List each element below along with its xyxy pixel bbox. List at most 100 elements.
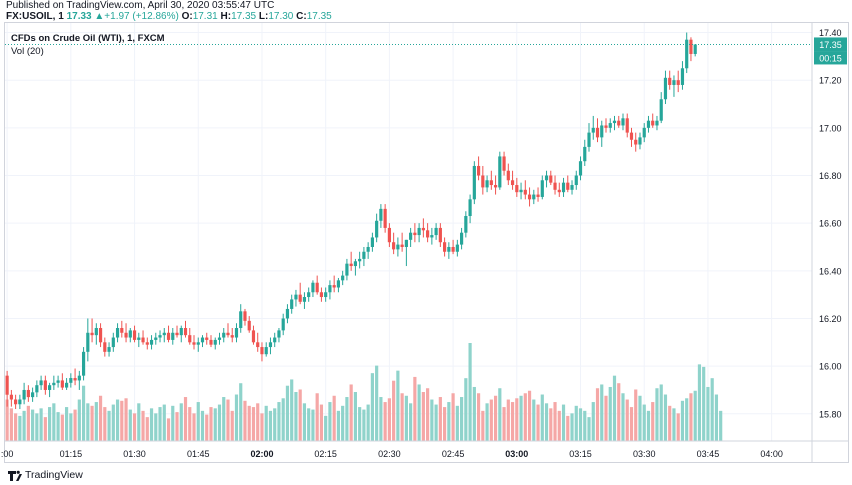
low-value: 17.30: [268, 11, 294, 22]
volume-bar: [31, 409, 35, 441]
high-value: 17.35: [231, 11, 257, 22]
candle-body: [336, 280, 341, 288]
candle-body: [366, 246, 370, 252]
candle-body: [693, 44, 697, 54]
candle-body: [481, 175, 485, 188]
volume-bar: [400, 393, 404, 441]
volume-bar: [634, 389, 638, 441]
x-tick-label: 01:45: [187, 449, 210, 459]
candle-body: [646, 120, 651, 128]
volume-bar: [179, 403, 183, 441]
candle-body: [52, 382, 56, 386]
candle-body: [268, 342, 273, 348]
candle-body: [375, 220, 379, 238]
volume-bar: [14, 413, 18, 441]
volume-bar: [617, 383, 621, 441]
volume-bar: [659, 384, 663, 441]
volume-bar: [81, 385, 86, 441]
candle-body: [447, 246, 451, 252]
volume-bar: [655, 388, 659, 441]
volume-bar: [247, 405, 251, 441]
volume-bar: [128, 409, 132, 441]
candle-body: [328, 285, 332, 293]
candle-body: [175, 332, 179, 336]
candle-body: [527, 194, 532, 200]
symbol-label[interactable]: FX:USOIL, 1: [6, 11, 64, 22]
candle-body: [659, 99, 663, 121]
volume-bar: [604, 395, 608, 441]
volume-bar: [379, 397, 383, 441]
candle-body: [574, 175, 578, 186]
volume-bar: [502, 407, 506, 441]
volume-bar: [9, 408, 13, 441]
volume-bar: [468, 343, 472, 441]
price-tag-box: [814, 37, 847, 52]
volume-bar: [413, 376, 417, 441]
candles: [5, 32, 697, 410]
candle-body: [557, 189, 561, 193]
candle-body: [111, 337, 115, 348]
volume-bar: [294, 392, 298, 441]
volume-bar: [358, 407, 362, 441]
candle-body: [502, 156, 506, 171]
candle-body: [570, 185, 574, 190]
volume-bar: [472, 386, 476, 441]
y-tick-label: 17.00: [819, 123, 842, 133]
candle-body: [532, 194, 536, 200]
volume-bar: [86, 403, 90, 441]
candle-body: [676, 80, 680, 85]
candle-body: [638, 137, 642, 145]
candle-body: [396, 244, 400, 250]
volume-bar: [532, 399, 536, 441]
volume-bar: [629, 407, 634, 441]
volume-bar: [353, 392, 358, 441]
candle-body: [35, 385, 39, 393]
brand-name: TradingView: [25, 469, 83, 481]
volume-bar: [256, 403, 260, 441]
x-tick-label: 03:00: [505, 449, 528, 459]
volume-bar: [498, 388, 502, 441]
x-tick-label: 04:00: [760, 449, 783, 459]
volume-bar: [132, 413, 137, 441]
candle-body: [629, 132, 634, 140]
y-tick-label: 16.00: [819, 362, 842, 372]
candle-body: [69, 378, 73, 383]
volume-bar: [166, 418, 171, 441]
volume-bar: [404, 395, 408, 441]
candle-body: [434, 227, 438, 236]
chart-frame: [4, 22, 849, 463]
volume-bar: [48, 407, 52, 441]
volume-bar: [230, 410, 234, 441]
candle-body: [196, 342, 200, 345]
candle-body: [345, 263, 349, 276]
candle-body: [120, 328, 124, 333]
y-tick-label: 16.80: [819, 171, 842, 181]
candle-body: [251, 330, 256, 343]
volume-bar: [493, 395, 498, 441]
candle-body: [604, 125, 608, 128]
candle-body: [18, 399, 22, 405]
volume-bar: [702, 366, 706, 441]
volume-bar: [98, 395, 103, 441]
candle-body: [281, 318, 285, 331]
candle-body: [617, 120, 621, 126]
candle-body: [459, 232, 464, 245]
volume-bar: [18, 415, 22, 441]
candle-body: [26, 389, 30, 398]
open-label: O:: [181, 11, 193, 22]
y-tick-label: 17.20: [819, 76, 842, 86]
volume-bar: [540, 394, 544, 441]
volume-bar: [561, 404, 566, 441]
volume-bar: [200, 410, 205, 441]
volume-bar: [549, 408, 553, 441]
volume-bar: [710, 378, 714, 441]
series-title: CFDs on Crude Oil (WTI), 1, FXCM: [11, 33, 165, 44]
candle-body: [468, 199, 472, 217]
candle-body: [476, 165, 481, 176]
volume-bar: [324, 415, 328, 441]
x-tick-label: 02:15: [314, 449, 337, 459]
candle-body: [183, 328, 188, 336]
volume-bar: [362, 409, 366, 441]
candle-body: [332, 285, 336, 288]
